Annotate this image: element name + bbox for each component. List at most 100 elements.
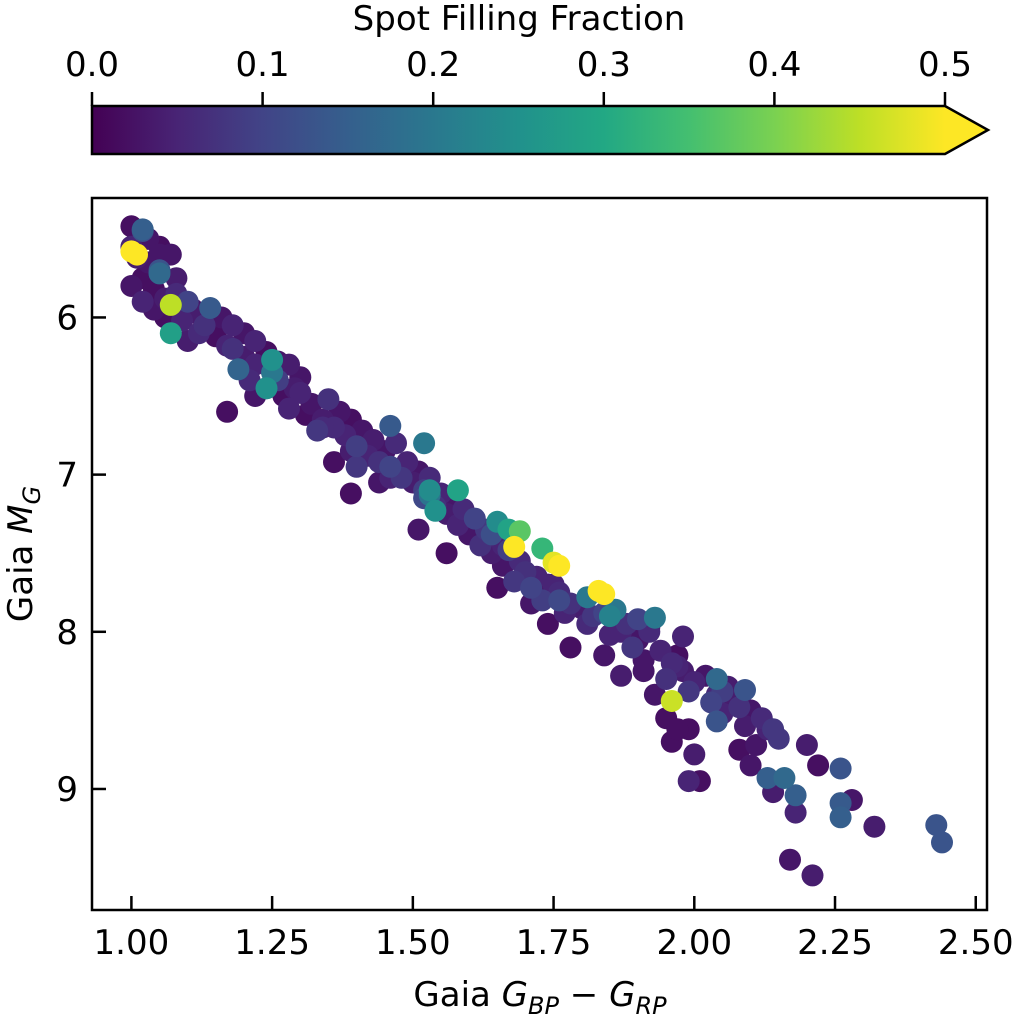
data-point [739, 754, 762, 777]
x-tick-label: 1.25 [234, 923, 310, 963]
data-point [548, 589, 571, 612]
x-tick-label: 1.00 [94, 923, 170, 963]
data-point [261, 348, 284, 371]
data-point [643, 606, 666, 629]
data-point [756, 767, 779, 789]
colorbar-tick-label: 0.2 [406, 45, 460, 85]
data-point [627, 608, 649, 631]
data-point [289, 381, 312, 404]
data-point [734, 679, 756, 701]
data-point [345, 455, 368, 478]
data-point [278, 353, 300, 376]
data-point [306, 419, 329, 442]
data-point [323, 451, 345, 474]
data-point [193, 314, 216, 337]
data-point [244, 330, 267, 352]
data-point [435, 542, 458, 565]
colorbar-label: Spot Filling Fraction [353, 0, 686, 39]
data-point [677, 680, 700, 703]
data-point [767, 727, 790, 750]
data-point [632, 660, 655, 683]
data-point [829, 806, 852, 829]
data-point [165, 267, 188, 290]
data-point [424, 499, 447, 522]
data-point [278, 397, 300, 420]
data-point [413, 432, 436, 455]
data-point [385, 432, 407, 455]
data-point [463, 507, 486, 530]
data-point [829, 757, 852, 780]
x-axis-ticks: 1.00 1.25 1.50 1.75 2.00 2.25 2.50 [94, 896, 1014, 963]
data-point [745, 734, 768, 756]
colorbar: Spot Filling Fraction 0.0 0.1 0.2 0.3 0.4 0.5 [65, 0, 991, 156]
plot-area: 1.00 1.25 1.50 1.75 2.00 2.25 2.50 6 7 8 9 [56, 196, 1014, 963]
data-point [227, 358, 250, 381]
data-point [643, 683, 666, 706]
data-point [255, 377, 278, 400]
y-tick-label: 8 [56, 613, 78, 653]
data-point [126, 243, 148, 266]
y-axis-label: Gaia MG [1, 486, 46, 622]
colorbar-tick-label: 0.4 [747, 45, 801, 85]
data-point [503, 570, 526, 593]
colorbar-tick-label: 0.0 [65, 45, 119, 85]
y-tick-label: 6 [56, 298, 78, 338]
data-point [621, 636, 644, 659]
data-point [728, 738, 751, 761]
data-point [148, 262, 171, 285]
data-point [734, 715, 756, 738]
x-tick-label: 2.25 [797, 923, 873, 963]
data-point [221, 314, 244, 337]
colorbar-tick-label: 0.1 [236, 45, 290, 85]
data-point [593, 583, 616, 606]
colorbar-ticks: 0.0 0.1 0.2 0.3 0.4 0.5 [65, 45, 972, 106]
data-point [176, 290, 199, 313]
data-point [379, 414, 402, 437]
data-point [784, 801, 807, 824]
data-point [131, 218, 154, 241]
data-point [216, 400, 239, 423]
data-point [548, 554, 571, 577]
data-point [418, 479, 441, 502]
data-point [148, 243, 171, 266]
data-point [784, 784, 807, 807]
data-point [486, 576, 509, 599]
colorbar-tick-label: 0.3 [577, 45, 631, 85]
data-point [520, 576, 543, 599]
data-point [666, 718, 689, 741]
colorbar-extend-arrow [945, 106, 988, 154]
colorbar-outline [90, 104, 991, 156]
data-point [317, 388, 340, 411]
data-point [120, 275, 143, 297]
data-point [705, 668, 728, 690]
data-point [773, 767, 796, 789]
data-point [407, 518, 430, 541]
axes-frame [90, 196, 989, 912]
data-point [801, 864, 824, 887]
data-point [700, 691, 723, 714]
data-point [503, 535, 526, 558]
data-point [672, 625, 694, 648]
data-point [199, 297, 222, 319]
data-point [446, 479, 469, 502]
data-point [683, 743, 706, 766]
data-point [610, 664, 633, 687]
data-point [795, 734, 818, 756]
colorbar-tick-label: 0.5 [918, 45, 972, 85]
y-axis-ticks: 6 7 8 9 [56, 298, 106, 810]
data-point [925, 814, 948, 837]
data-point [863, 815, 886, 838]
data-point [159, 322, 182, 345]
data-point [339, 482, 362, 505]
x-tick-label: 2.50 [938, 923, 1014, 963]
data-point [598, 605, 621, 628]
data-point [807, 754, 830, 777]
data-point [379, 455, 402, 478]
y-tick-label: 9 [56, 770, 78, 810]
data-point [779, 848, 801, 871]
data-point [159, 293, 182, 316]
data-point [221, 337, 244, 360]
y-tick-label: 7 [56, 456, 78, 496]
data-point [345, 435, 368, 458]
